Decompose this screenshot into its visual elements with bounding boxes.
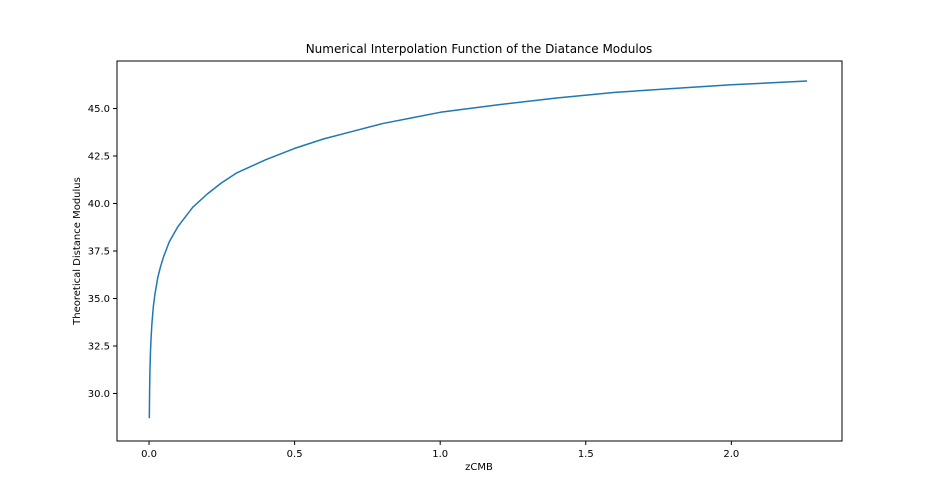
series-line-0: [148, 80, 808, 419]
x-tick-label: 1.5: [578, 449, 594, 460]
plot-area: [148, 80, 808, 419]
x-tick-label: 0.5: [287, 449, 303, 460]
y-tick-label: 35.0: [88, 294, 110, 305]
y-tick-label: 45.0: [88, 104, 110, 115]
y-tick-label: 42.5: [88, 152, 110, 163]
chart-title: Numerical Interpolation Function of the …: [306, 42, 653, 56]
y-tick-label: 32.5: [88, 342, 110, 353]
axes-frame: [116, 60, 843, 442]
y-axis: 30.0 32.5 35.0 37.5 40.0 42.5 45.0: [88, 104, 117, 400]
x-axis-label: zCMB: [465, 462, 493, 473]
y-tick-label: 40.0: [88, 199, 110, 210]
x-tick-label: 1.0: [432, 449, 448, 460]
y-axis-label: Theoretical Distance Modulus: [72, 177, 83, 326]
x-tick-label: 2.0: [723, 449, 739, 460]
x-tick-label: 0.0: [141, 449, 157, 460]
x-axis: 0.0 0.5 1.0 1.5 2.0: [141, 441, 739, 460]
y-tick-label: 30.0: [88, 389, 110, 400]
y-tick-label: 37.5: [88, 247, 110, 258]
